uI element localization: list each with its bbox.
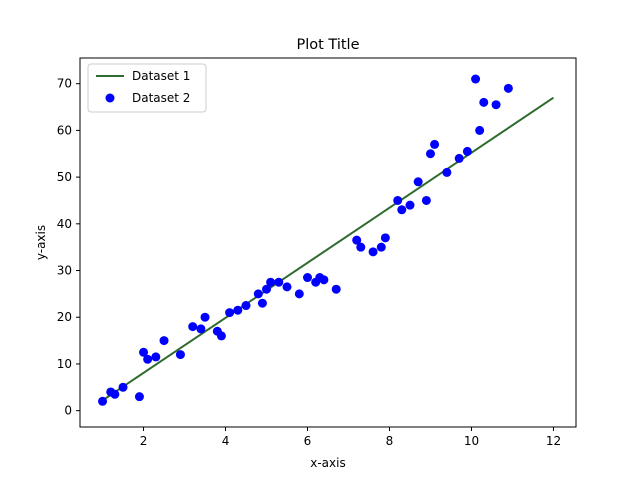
- legend: Dataset 1 Dataset 2: [87, 63, 207, 113]
- scatter-point: [294, 289, 304, 299]
- scatter-point: [475, 125, 485, 135]
- scatter-point: [368, 247, 378, 257]
- y-tick-label: 30: [57, 264, 72, 278]
- scatter-point: [356, 242, 366, 252]
- y-axis-label: y-axis: [34, 225, 48, 260]
- x-axis-label: x-axis: [310, 456, 345, 470]
- scatter-point: [376, 242, 386, 252]
- x-tick-label: 8: [386, 434, 394, 448]
- scatter-point: [118, 382, 128, 392]
- scatter-point: [454, 153, 464, 163]
- x-tick-label: 10: [464, 434, 479, 448]
- scatter-point: [442, 167, 452, 177]
- y-tick-label: 50: [57, 170, 72, 184]
- scatter-point: [139, 347, 149, 357]
- legend-marker-swatch: [105, 93, 115, 103]
- scatter-point: [352, 235, 362, 245]
- scatter-point: [397, 205, 407, 215]
- y-tick-label: 40: [57, 217, 72, 231]
- scatter-point: [491, 100, 501, 110]
- x-tick-label: 2: [140, 434, 148, 448]
- scatter-point: [380, 233, 390, 243]
- series-line-dataset-1: [101, 96, 555, 402]
- scatter-point: [393, 195, 403, 205]
- y-tick-label: 10: [57, 357, 72, 371]
- scatter-point: [430, 139, 440, 149]
- scatter-point: [405, 200, 415, 210]
- scatter-point: [471, 74, 481, 84]
- scatter-point: [188, 322, 198, 332]
- chart-title: Plot Title: [296, 37, 359, 53]
- x-tick-label: 4: [222, 434, 230, 448]
- scatter-point: [303, 273, 313, 283]
- y-tick-label: 20: [57, 310, 72, 324]
- y-tick-label: 70: [57, 77, 72, 91]
- scatter-point: [479, 97, 489, 107]
- scatter-point: [233, 305, 243, 315]
- legend-label: Dataset 1: [132, 69, 190, 83]
- scatter-point: [151, 352, 161, 362]
- scatter-point: [200, 312, 210, 322]
- y-tick-label: 0: [64, 404, 72, 418]
- scatter-point: [319, 275, 329, 285]
- scatter-point: [216, 331, 226, 341]
- scatter-point: [253, 289, 263, 299]
- scatter-point: [262, 284, 272, 294]
- scatter-point: [413, 177, 423, 187]
- x-tick-label: 6: [304, 434, 312, 448]
- scatter-point: [462, 146, 472, 156]
- scatter-point: [257, 298, 267, 308]
- scatter-point: [134, 392, 144, 402]
- scatter-point: [421, 195, 431, 205]
- scatter-point: [266, 277, 276, 287]
- scatter-point: [196, 324, 206, 334]
- scatter-point: [282, 282, 292, 292]
- x-tick-label: 12: [546, 434, 561, 448]
- scatter-point: [143, 354, 153, 364]
- scatter-point: [241, 301, 251, 311]
- scatter-point: [274, 277, 284, 287]
- scatter-point: [425, 149, 435, 159]
- scatter-point: [159, 336, 169, 346]
- scatter-point: [98, 396, 108, 406]
- scatter-point: [175, 350, 185, 360]
- y-tick-label: 60: [57, 123, 72, 137]
- legend-label: Dataset 2: [132, 91, 190, 105]
- scatter-point: [225, 308, 235, 318]
- scatter-point: [503, 83, 513, 93]
- plot-layer: [98, 74, 555, 406]
- scatter-point: [331, 284, 341, 294]
- scatter-point: [110, 389, 120, 399]
- axes-frame: [79, 57, 577, 428]
- axes-layer: 2 4 6 8 10 12 0 10 20 30 40 50 60 70: [57, 77, 561, 448]
